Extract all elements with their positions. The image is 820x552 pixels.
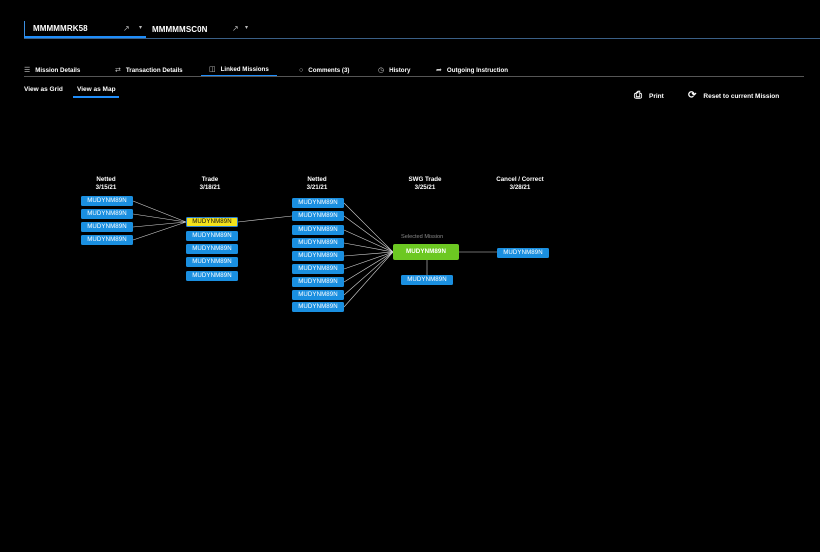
tab-comments[interactable]: ○ Comments (3) bbox=[299, 63, 350, 77]
mission-node[interactable]: MUDYNM89N bbox=[292, 290, 344, 300]
mission-node[interactable]: MUDYNM89N bbox=[81, 196, 133, 206]
tabs-divider bbox=[24, 38, 820, 39]
column-date: 3/18/21 bbox=[199, 183, 221, 191]
column-title: Trade bbox=[201, 176, 219, 183]
mission-node[interactable]: MUDYNM89N bbox=[81, 209, 133, 219]
tab-history[interactable]: ◷ History bbox=[378, 63, 410, 77]
tab-label: Comments (3) bbox=[308, 66, 350, 74]
mission-node[interactable]: MUDYNM89N bbox=[497, 248, 549, 258]
mission-node[interactable]: MUDYNM89N bbox=[186, 271, 238, 281]
column-title: Netted bbox=[96, 176, 116, 183]
active-view-indicator bbox=[73, 96, 119, 98]
tab-label: Mission Details bbox=[35, 66, 81, 74]
transfer-icon: ⇄ bbox=[115, 67, 121, 74]
column-title: Netted bbox=[307, 176, 327, 183]
column-title: Cancel / Correct bbox=[496, 176, 544, 183]
column-date: 3/28/21 bbox=[509, 183, 531, 191]
column-date: 3/25/21 bbox=[414, 183, 436, 191]
highlighted-mission-node[interactable]: MUDYNM89N bbox=[186, 217, 238, 227]
mission-node[interactable]: MUDYNM89N bbox=[401, 275, 453, 285]
mission-node[interactable]: MUDYNM89N bbox=[292, 238, 344, 248]
chevron-down-icon[interactable]: ▾ bbox=[245, 25, 249, 31]
tab-transaction-details[interactable]: ⇄ Transaction Details bbox=[115, 63, 183, 77]
outgoing-arrow-icon: ➦ bbox=[436, 67, 442, 74]
printer-icon: ⎙ bbox=[634, 90, 642, 101]
mission-node[interactable]: MUDYNM89N bbox=[292, 225, 344, 235]
mission-node[interactable]: MUDYNM89N bbox=[292, 198, 344, 208]
column-header: Netted 3/21/21 bbox=[277, 176, 357, 191]
mission-node[interactable]: MUDYNM89N bbox=[292, 251, 344, 261]
mission-node[interactable]: MUDYNM89N bbox=[186, 231, 238, 241]
column-date: 3/21/21 bbox=[306, 183, 328, 191]
column-header: SWG Trade 3/25/21 bbox=[385, 176, 465, 191]
column-header: Trade 3/18/21 bbox=[170, 176, 250, 191]
mission-node[interactable]: MUDYNM89N bbox=[186, 257, 238, 267]
mission-node[interactable]: MUDYNM89N bbox=[186, 244, 238, 254]
share-icon[interactable]: ↗ bbox=[123, 24, 130, 33]
mission-node[interactable]: MUDYNM89N bbox=[292, 277, 344, 287]
selected-mission-node[interactable]: MUDYNM89N bbox=[393, 244, 459, 260]
column-header: Netted 3/15/21 bbox=[66, 176, 146, 191]
tab-label: Linked Missions bbox=[220, 65, 269, 73]
mission-node[interactable]: MUDYNM89N bbox=[292, 302, 344, 312]
linked-doc-icon: ◫ bbox=[209, 66, 216, 73]
tab-outgoing-instruction[interactable]: ➦ Outgoing Instruction bbox=[436, 63, 508, 77]
mission-tab-1[interactable]: MMMMMRK58 ↗ ▾ bbox=[24, 21, 146, 38]
column-title: SWG Trade bbox=[408, 176, 442, 183]
tab-label: Outgoing Instruction bbox=[446, 66, 509, 74]
mission-node[interactable]: MUDYNM89N bbox=[292, 264, 344, 274]
view-as-map-button[interactable]: View as Map bbox=[77, 86, 116, 93]
mission-node[interactable]: MUDYNM89N bbox=[81, 235, 133, 245]
column-header: Cancel / Correct 3/28/21 bbox=[480, 176, 560, 191]
tab-label: Transaction Details bbox=[125, 66, 183, 74]
tab-mission-details[interactable]: ☰ Mission Details bbox=[24, 63, 80, 77]
tab-linked-missions[interactable]: ◫ Linked Missions bbox=[201, 63, 277, 77]
view-as-grid-button[interactable]: View as Grid bbox=[24, 86, 63, 93]
clock-icon: ◷ bbox=[378, 67, 385, 74]
mission-tab-title: MMMMMRK58 bbox=[33, 24, 88, 33]
refresh-icon: ⟳ bbox=[688, 90, 697, 101]
selected-mission-label: Selected Mission bbox=[401, 234, 444, 240]
comment-icon: ○ bbox=[299, 66, 304, 74]
detail-tabs-divider bbox=[24, 76, 804, 77]
mission-tab-title: MMMMMSC0N bbox=[152, 25, 208, 34]
share-icon[interactable]: ↗ bbox=[232, 24, 239, 33]
reset-to-current-mission-button[interactable]: ⟳ Reset to current Mission bbox=[688, 91, 779, 101]
mission-node[interactable]: MUDYNM89N bbox=[292, 211, 344, 221]
column-date: 3/15/21 bbox=[95, 183, 117, 191]
print-button[interactable]: ⎙ Print bbox=[634, 91, 664, 101]
print-label: Print bbox=[649, 92, 664, 100]
mission-node[interactable]: MUDYNM89N bbox=[81, 222, 133, 232]
chevron-down-icon[interactable]: ▾ bbox=[139, 25, 143, 31]
reset-label: Reset to current Mission bbox=[703, 92, 780, 100]
mission-tab-2[interactable]: MMMMMSC0N ↗ ▾ bbox=[147, 21, 267, 38]
tab-label: History bbox=[389, 66, 411, 74]
list-icon: ☰ bbox=[24, 67, 31, 74]
